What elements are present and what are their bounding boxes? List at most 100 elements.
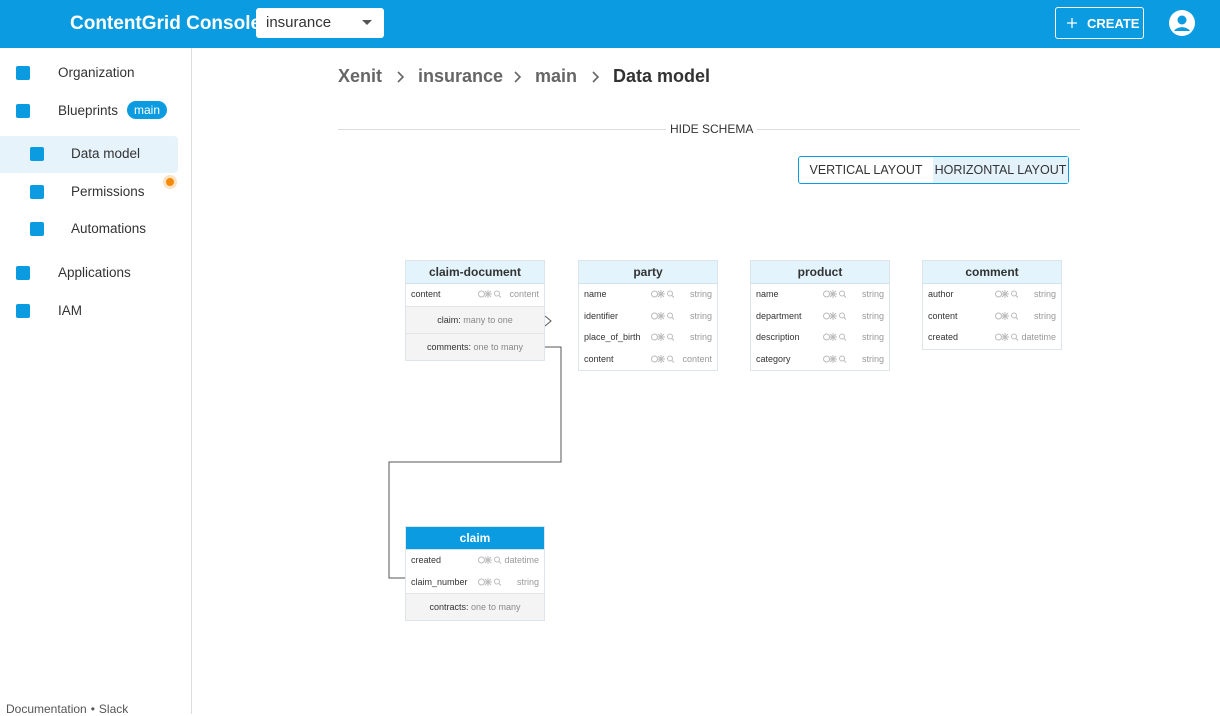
breadcrumb-item[interactable]: insurance [418,66,504,86]
attribute-flags [823,290,847,298]
entity-card[interactable]: comment author string content string created d… [922,260,1062,350]
attribute-name: category [756,353,791,364]
attribute-type: string [516,576,539,587]
branch-badge: main [127,101,168,119]
attribute-name: author [928,289,954,299]
nav-item[interactable]: Blueprints main [0,101,178,121]
attribute-name: name [756,289,779,299]
attribute-row: claim_number string [406,572,544,594]
create-label: CREATE [1087,16,1140,31]
relation-kind: one to many [473,341,524,352]
attribute-row: name string [579,284,717,306]
attribute-name: content [928,310,958,321]
breadcrumb-item[interactable]: Xenit [338,66,383,86]
nav-label: Automations [71,221,147,236]
nav-item[interactable]: IAM [0,301,178,321]
entity-card[interactable]: party name string identifier string place_of_… [578,260,718,371]
attribute-flags [995,333,1019,341]
nav-icon [30,147,44,161]
nav-item[interactable]: Permissions [0,182,178,202]
app-title[interactable]: ContentGrid Console [70,13,262,34]
breadcrumb-item[interactable]: main [535,66,578,86]
sidebar: Organization Blueprints main Data model Perm… [0,48,192,716]
nav-icon [16,304,30,318]
attribute-row: created datetime [923,327,1061,349]
attribute-flags [995,311,1019,320]
attribute-type: string [861,310,884,321]
breadcrumb-chevron [514,71,522,83]
nav-item[interactable]: Organization [0,63,178,83]
hide-schema-toggle[interactable]: HIDE SCHEMA [666,122,758,136]
attribute-flags [995,290,1019,298]
attribute-flags [651,354,675,363]
documentation-link[interactable]: Documentation [6,702,87,716]
attribute-name: content [411,289,441,299]
attribute-name: identifier [584,310,619,321]
slack-link[interactable]: Slack [98,702,129,716]
attribute-row: category string [751,349,889,371]
nav-icon [30,222,44,236]
attribute-row: description string [751,327,889,349]
account-icon[interactable] [1168,9,1196,37]
attribute-flags [651,311,675,320]
plus-icon [1067,18,1077,28]
layout-toggle: VERTICAL LAYOUT HORIZONTAL LAYOUT [798,156,1069,184]
project-name: insurance [266,14,332,31]
separator: • [90,702,95,716]
horizontal-layout-button[interactable]: HORIZONTAL LAYOUT [933,157,1068,183]
attribute-type: string [1033,310,1056,321]
attribute-type: string [689,289,712,299]
nav-item[interactable]: Data model [0,144,178,164]
attribute-type: content [509,289,539,299]
breadcrumb-chevron [592,71,600,83]
vertical-layout-button[interactable]: VERTICAL LAYOUT [809,163,923,177]
relation-kind: many to one [463,314,513,325]
attribute-flags [823,354,847,363]
breadcrumb-item: Data model [613,66,711,86]
entity-name: product [751,261,889,284]
footer-links: Documentation • Slack [6,702,128,716]
top-bar: ContentGrid Console insurance CREATE [0,0,1220,48]
attribute-row: author string [923,284,1061,306]
attribute-type: content [682,353,712,364]
nav-icon [30,185,44,199]
entity-card[interactable]: product name string department string descrip… [750,260,890,371]
attribute-flags [478,556,502,564]
nav-label: Data model [71,146,141,161]
nav-item[interactable]: Automations [0,219,178,239]
attribute-flags [478,290,502,298]
attribute-type: string [861,289,884,299]
attribute-row: content string [923,306,1061,328]
attribute-flags [651,333,675,341]
attribute-name: place_of_birth [584,332,641,342]
nav-label: IAM [58,303,83,318]
entity-name: comment [923,261,1061,284]
attribute-type: string [1033,289,1056,299]
attribute-flags [478,577,502,586]
relation-row[interactable]: comments: one to many [406,332,544,360]
entity-name: claim [406,527,544,550]
status-dot [163,175,177,189]
nav-item[interactable]: Applications [0,263,178,283]
attribute-row: created datetime [406,550,544,572]
attribute-type: string [689,332,712,342]
create-button[interactable]: CREATE [1055,7,1144,39]
entity-name: claim-document [406,261,544,284]
dropdown-arrow [362,20,372,25]
attribute-type: string [689,310,712,321]
attribute-name: name [584,289,607,299]
attribute-name: content [584,353,614,364]
attribute-row: department string [751,306,889,328]
attribute-row: place_of_birth string [579,327,717,349]
project-select[interactable]: insurance [256,8,384,38]
attribute-row: identifier string [579,306,717,328]
relation-row[interactable]: claim: many to one [406,305,544,333]
attribute-name: created [928,332,959,342]
entity-card[interactable]: claim-document content content claim: many … [405,260,545,361]
relation-row[interactable]: contracts: one to many [406,593,544,620]
nav-icon [16,66,30,80]
entity-card[interactable]: claim created datetime claim_number string co… [405,526,545,621]
attribute-row: content content [579,349,717,371]
nav-icon [16,104,30,118]
attribute-name: claim_number [411,576,468,587]
